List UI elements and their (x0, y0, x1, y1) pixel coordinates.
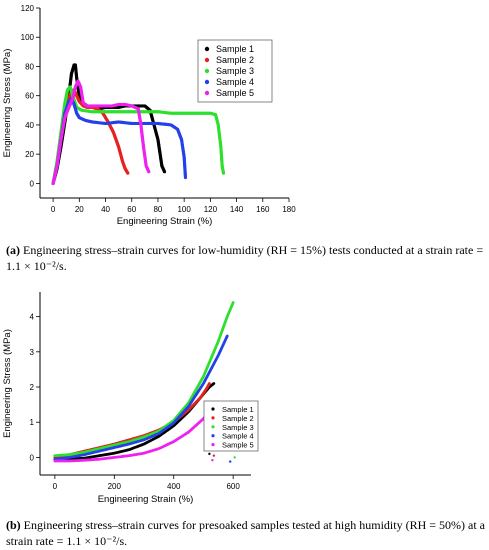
y-tick-label: 40 (25, 121, 34, 130)
y-tick-label: 20 (25, 150, 34, 159)
legend-label: Sample 4 (216, 77, 254, 87)
legend-label: Sample 3 (222, 423, 254, 432)
data-point (231, 301, 235, 304)
x-tick-label: 20 (75, 205, 84, 214)
stray-point (228, 460, 232, 463)
x-tick-label: 180 (282, 205, 296, 214)
legend-label: Sample 5 (222, 441, 254, 450)
x-tick-label: 200 (108, 482, 122, 491)
data-point (225, 334, 229, 338)
series-3 (51, 85, 226, 185)
legend-marker (211, 434, 215, 438)
chart-a: 0 20 40 60 80 100 120 140 160 180 0 20 40 60 80 100 120 E… (2, 4, 296, 227)
data-point (126, 171, 130, 175)
y-tick-label: 3 (30, 348, 35, 357)
y-tick-label: 1 (30, 418, 35, 427)
legend-box (197, 39, 273, 103)
caption-a-label: (a) (6, 243, 20, 257)
y-tick-label: 120 (21, 4, 35, 13)
legend-marker (204, 79, 210, 85)
data-point (212, 382, 216, 385)
legend-marker (204, 57, 210, 63)
x-tick-label: 80 (153, 205, 162, 214)
x-tick-label: 160 (256, 205, 270, 214)
x-axis-label: Engineering Strain (%) (117, 216, 213, 227)
x-tick-label: 0 (51, 205, 56, 214)
caption-b-label: (b) (6, 518, 21, 532)
legend-label: Sample 1 (222, 405, 254, 414)
legend-label: Sample 3 (216, 66, 254, 76)
stray-point (233, 456, 236, 459)
legend-marker (211, 407, 215, 411)
legend-label: Sample 2 (216, 55, 254, 65)
y-tick-label: 2 (30, 383, 35, 392)
x-tick-label: 0 (53, 482, 58, 491)
legend-marker (204, 46, 210, 52)
stray-point (211, 459, 214, 462)
data-point (207, 382, 211, 385)
y-tick-label: 100 (21, 33, 35, 42)
stray-point (212, 454, 216, 457)
series-4 (51, 97, 188, 185)
y-axis-label: Engineering Stress (MPa) (2, 329, 13, 438)
caption-a-text: Engineering stress–strain curves for low… (6, 243, 484, 273)
y-axis-label: Engineering Stress (MPa) (2, 49, 13, 158)
x-tick-label: 600 (226, 482, 240, 491)
y-tick-label: 4 (30, 313, 35, 322)
series-4 (53, 334, 229, 461)
chart-b: 0 200 400 600 0 1 2 3 4 Engineering Strain (%) Eng… (2, 292, 259, 505)
legend-label: Sample 2 (222, 414, 254, 423)
x-tick-label: 100 (177, 205, 191, 214)
legend-label: Sample 4 (222, 432, 254, 441)
legend-marker (204, 68, 210, 74)
caption-a: (a) Engineering stress–strain curves for… (6, 243, 486, 274)
data-point (147, 170, 151, 174)
stray-point (208, 452, 211, 456)
data-point (183, 175, 188, 180)
legend-label: Sample 1 (216, 44, 254, 54)
legend-marker (211, 443, 215, 447)
legend-marker (204, 90, 210, 96)
x-axis-label: Engineering Strain (%) (98, 494, 194, 505)
data-point (221, 171, 226, 175)
caption-b-text: Engineering stress–strain curves for pre… (6, 518, 485, 548)
series-5 (51, 79, 151, 185)
x-tick-label: 40 (101, 205, 110, 214)
caption-b: (b) Engineering stress–strain curves for… (6, 518, 486, 549)
x-tick-label: 400 (167, 482, 181, 491)
legend-marker (211, 416, 215, 420)
y-tick-label: 60 (25, 92, 34, 101)
legend-label: Sample 5 (216, 88, 254, 98)
y-tick-label: 80 (25, 62, 34, 71)
x-tick-label: 140 (230, 205, 244, 214)
y-tick-label: 0 (30, 453, 35, 462)
data-point (162, 170, 167, 174)
y-tick-label: 0 (30, 179, 35, 188)
x-tick-label: 60 (127, 205, 136, 214)
series-1 (53, 382, 216, 461)
legend-marker (211, 425, 215, 429)
x-tick-label: 120 (204, 205, 218, 214)
